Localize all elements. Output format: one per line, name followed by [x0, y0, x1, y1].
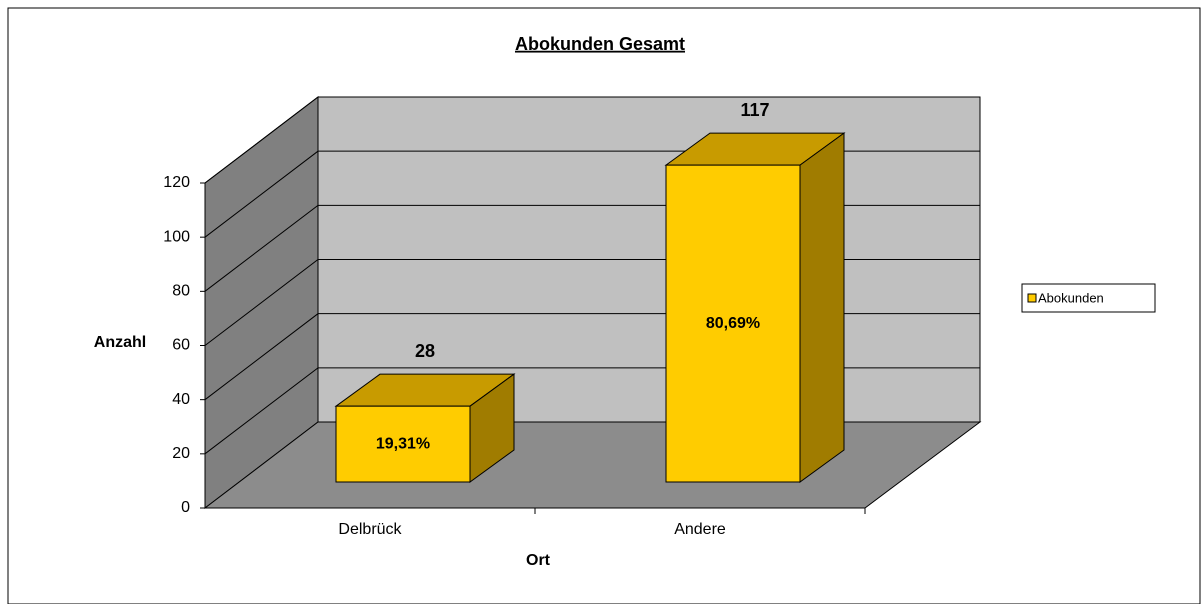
y-tick-label: 80: [172, 283, 190, 300]
plot-walls: [203, 95, 982, 514]
y-tick-label: 100: [163, 228, 190, 245]
bar: [335, 405, 471, 483]
share-label: 80,69%: [706, 315, 760, 332]
bar-side: [799, 132, 845, 483]
y-tick-label: 0: [181, 499, 190, 516]
y-axis-label: Anzahl: [94, 334, 146, 351]
legend-label: Abokunden: [1038, 290, 1104, 305]
legend: [1021, 283, 1156, 313]
y-tick-label: 20: [172, 445, 190, 462]
share-label: 19,31%: [376, 435, 430, 452]
grid-line: [204, 96, 980, 184]
value-label: 117: [740, 100, 769, 120]
chart-title: Abokunden Gesamt: [515, 34, 685, 54]
y-tick-label: 60: [172, 337, 190, 354]
legend-swatch: [1027, 293, 1037, 303]
x-tick-label: Andere: [674, 521, 726, 538]
value-label: 28: [415, 341, 435, 361]
floor: [203, 421, 982, 509]
y-tick-label: 120: [163, 174, 190, 191]
y-tick-label: 40: [172, 391, 190, 408]
bar: [665, 164, 801, 483]
x-tick-label: Delbrück: [338, 521, 402, 538]
x-axis-label: Ort: [526, 552, 551, 569]
